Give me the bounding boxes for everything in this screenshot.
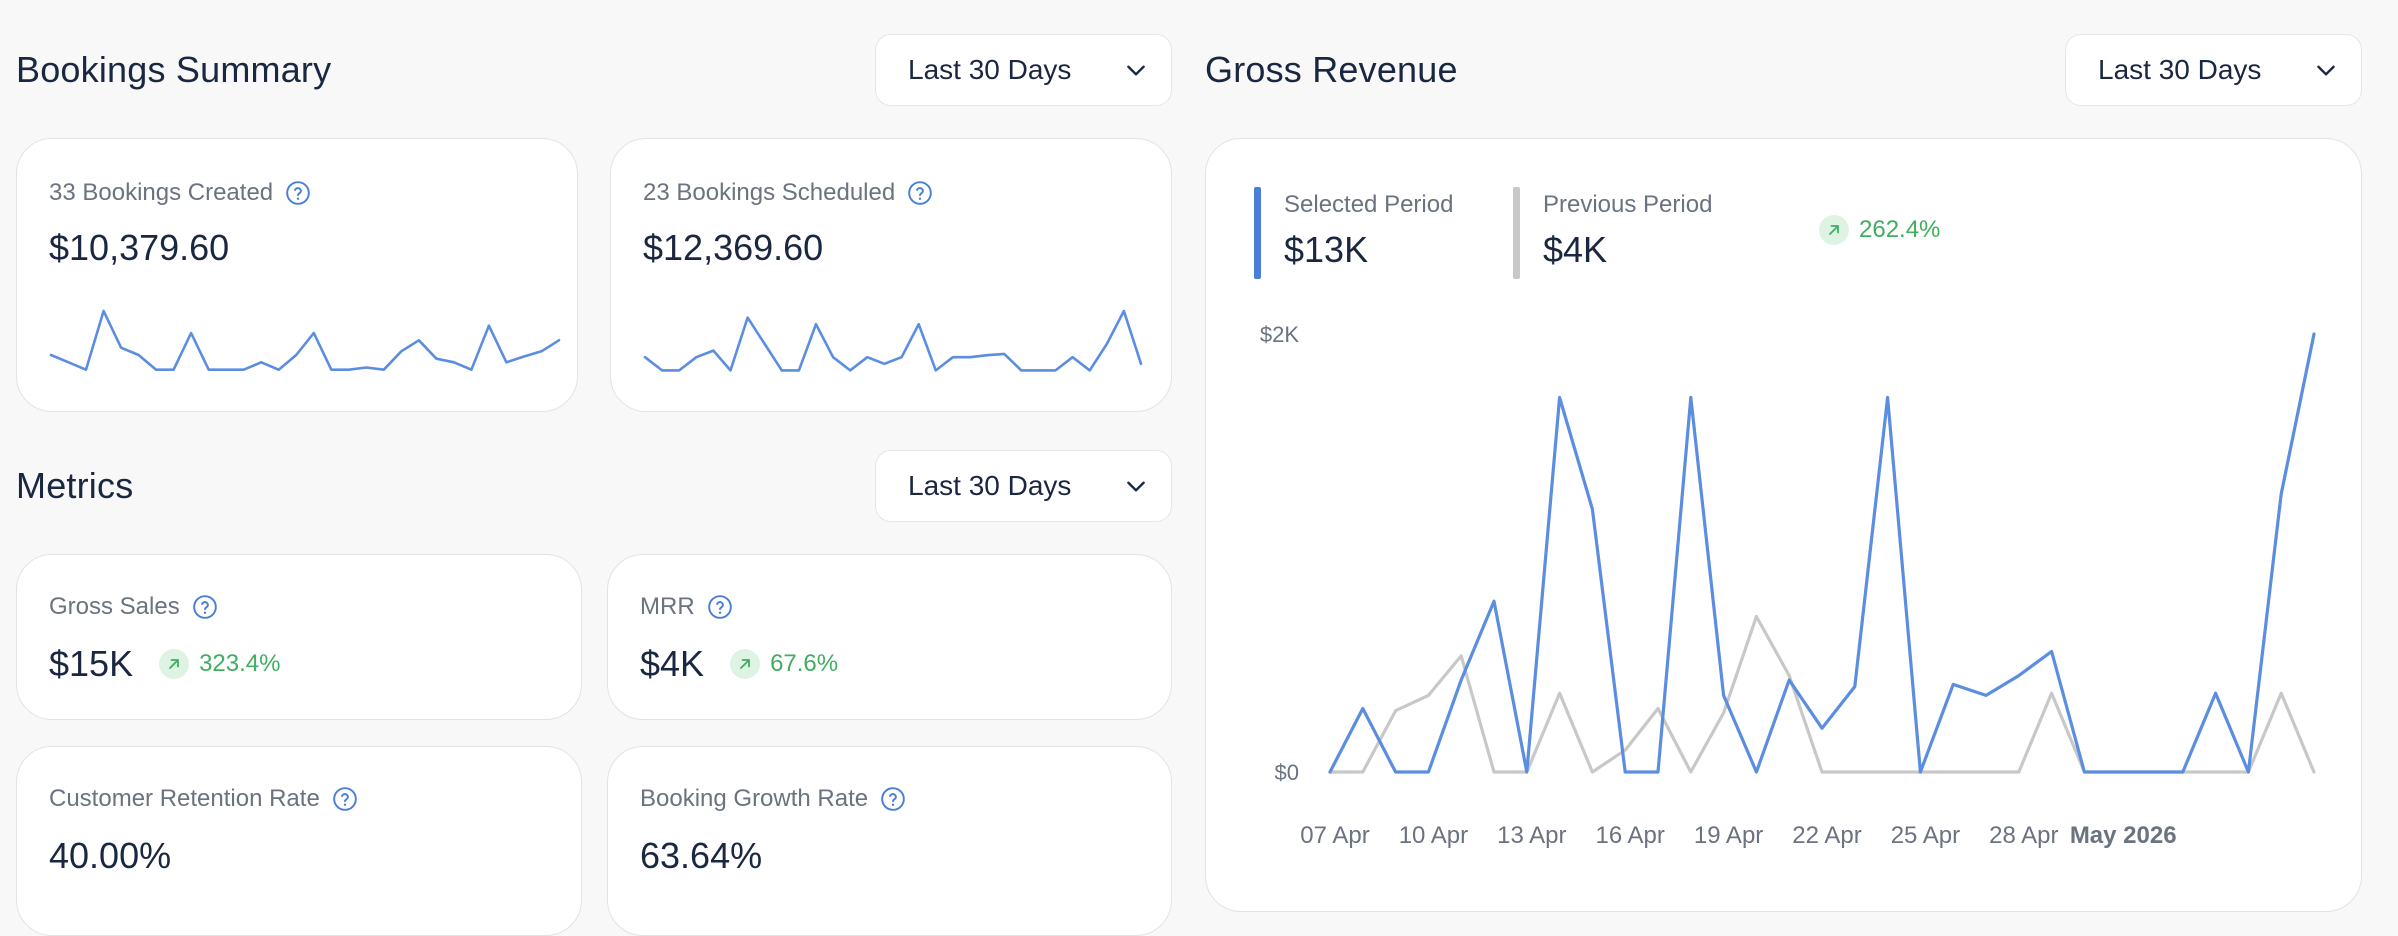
bookings-period-dropdown[interactable]: Last 30 Days — [875, 34, 1172, 106]
mrr-label: MRR — [640, 593, 695, 620]
arrow-up-right-icon — [730, 649, 761, 679]
x-tick-label: 25 Apr — [1891, 822, 1960, 849]
legend-selected-value: $13K — [1284, 229, 1369, 270]
gross-sales-delta: 323.4% — [199, 650, 281, 677]
booking-growth-label-row: Booking Growth Rate — [640, 785, 906, 813]
bookings-scheduled-value: $12,369.60 — [643, 227, 824, 268]
legend-selected-swatch — [1254, 187, 1261, 279]
bookings-summary-title: Bookings Summary — [16, 49, 332, 90]
gross-sales-value: $15K — [49, 643, 134, 684]
help-circle-icon[interactable] — [907, 180, 933, 206]
help-circle-icon[interactable] — [880, 786, 906, 812]
revenue-delta-badge: 262.4% — [1819, 215, 1940, 245]
booking-growth-value: 63.64% — [640, 835, 763, 876]
x-tick-label: 16 Apr — [1596, 822, 1665, 849]
metrics-header: Metrics Last 30 Days — [16, 450, 1172, 522]
selected-period-series-line — [1328, 332, 2316, 774]
y-tick-label: $2K — [1260, 322, 1299, 347]
bookings-created-card: 33 Bookings Created $10,379.60 — [16, 138, 578, 412]
bookings-created-sparkline — [49, 309, 561, 371]
bookings-summary-header: Bookings Summary Last 30 Days — [16, 34, 1172, 106]
customer-retention-label: Customer Retention Rate — [49, 785, 320, 812]
revenue-period-value: Last 30 Days — [2098, 54, 2262, 85]
mrr-value: $4K — [640, 643, 705, 684]
mrr-card: MRR $4K 67.6% — [607, 554, 1172, 720]
legend-previous-value: $4K — [1543, 229, 1608, 270]
customer-retention-value: 40.00% — [49, 835, 172, 876]
x-tick-label: 28 Apr — [1989, 822, 2058, 849]
help-circle-icon[interactable] — [707, 594, 733, 620]
chevron-down-icon — [1127, 481, 1145, 492]
customer-retention-card: Customer Retention Rate 40.00% — [16, 746, 582, 936]
legend-previous-label: Previous Period — [1543, 191, 1713, 218]
x-tick-label: 22 Apr — [1792, 822, 1861, 849]
legend-selected-label: Selected Period — [1284, 191, 1454, 218]
gross-revenue-line-chart: $0 $2K 07 Apr 10 Apr 13 Apr 16 Apr 19 Apr 22 Ap… — [1260, 322, 2316, 849]
x-tick-label: May 2026 — [2070, 822, 2177, 849]
x-tick-label: 13 Apr — [1497, 822, 1566, 849]
gross-sales-card: Gross Sales $15K 323.4% — [16, 554, 582, 720]
mrr-value-row: $4K 67.6% — [640, 643, 838, 685]
bookings-scheduled-sparkline — [643, 309, 1143, 372]
gross-revenue-title: Gross Revenue — [1205, 49, 1458, 90]
gross-sales-label-row: Gross Sales — [49, 593, 218, 621]
revenue-legend: Selected Period $13K Previous Period $4K… — [1254, 187, 2254, 287]
chevron-down-icon — [2317, 65, 2335, 76]
bookings-created-value: $10,379.60 — [49, 227, 230, 268]
right-column: Gross Revenue Last 30 Days Selected Peri… — [1205, 0, 2362, 916]
gross-sales-label: Gross Sales — [49, 593, 180, 620]
metrics-title: Metrics — [16, 465, 134, 506]
bookings-created-label-row: 33 Bookings Created — [49, 179, 311, 207]
bookings-scheduled-card: 23 Bookings Scheduled $12,369.60 — [610, 138, 1172, 412]
chevron-down-icon — [1127, 65, 1145, 76]
x-tick-label: 10 Apr — [1399, 822, 1468, 849]
gross-sales-value-row: $15K 323.4% — [49, 643, 280, 685]
mrr-delta: 67.6% — [770, 650, 839, 677]
help-circle-icon[interactable] — [332, 786, 358, 812]
legend-selected-period[interactable]: Selected Period $13K — [1254, 187, 1453, 279]
legend-previous-swatch — [1513, 187, 1520, 279]
left-column: Bookings Summary Last 30 Days 33 Booking… — [16, 0, 1172, 936]
x-tick-label: 07 Apr — [1300, 822, 1369, 849]
gross-revenue-card: Selected Period $13K Previous Period $4K… — [1205, 138, 2362, 912]
revenue-period-dropdown[interactable]: Last 30 Days — [2065, 34, 2362, 106]
mrr-label-row: MRR — [640, 593, 733, 621]
x-tick-label: 19 Apr — [1694, 822, 1763, 849]
metrics-period-value: Last 30 Days — [908, 470, 1072, 501]
revenue-delta: 262.4% — [1859, 216, 1941, 243]
mrr-delta-badge: 67.6% — [730, 649, 838, 679]
booking-growth-label: Booking Growth Rate — [640, 785, 869, 812]
bookings-created-label: 33 Bookings Created — [49, 179, 274, 206]
bookings-scheduled-label: 23 Bookings Scheduled — [643, 179, 896, 206]
sparkline-path — [643, 309, 1143, 372]
help-circle-icon[interactable] — [285, 180, 311, 206]
help-circle-icon[interactable] — [192, 594, 218, 620]
sparkline-path — [49, 309, 561, 371]
bookings-period-value: Last 30 Days — [908, 54, 1072, 85]
y-tick-label: $0 — [1275, 760, 1299, 785]
arrow-up-right-icon — [1819, 215, 1849, 245]
gross-sales-delta-badge: 323.4% — [159, 649, 280, 679]
booking-growth-card: Booking Growth Rate 63.64% — [607, 746, 1172, 936]
gross-revenue-header: Gross Revenue Last 30 Days — [1205, 34, 2362, 106]
customer-retention-label-row: Customer Retention Rate — [49, 785, 358, 813]
arrow-up-right-icon — [159, 649, 190, 679]
metrics-period-dropdown[interactable]: Last 30 Days — [875, 450, 1172, 522]
legend-previous-period[interactable]: Previous Period $4K — [1513, 187, 1712, 279]
bookings-scheduled-label-row: 23 Bookings Scheduled — [643, 179, 933, 207]
